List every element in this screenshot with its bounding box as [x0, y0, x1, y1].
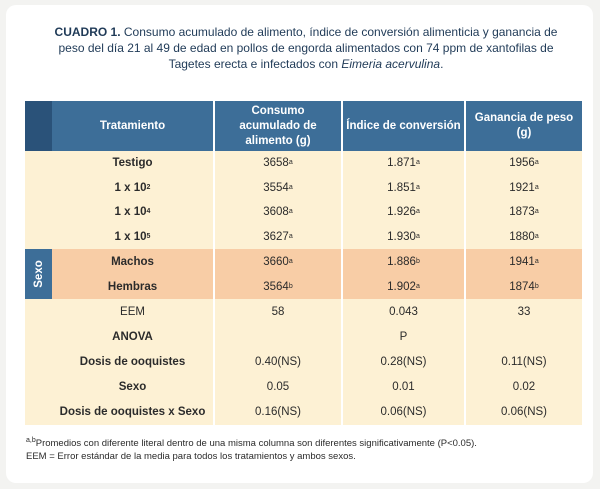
indice-value: 1.851 a	[341, 175, 464, 200]
header-indice: Índice de conversión	[341, 101, 464, 151]
treatment-label: Testigo	[52, 151, 213, 176]
side-band-bottom	[25, 299, 52, 425]
stat-label: ANOVA	[52, 324, 213, 350]
consumo-value: 0.40(NS)	[213, 349, 341, 375]
treatment-label: 1 x 10 2	[52, 175, 213, 200]
side-band-top	[25, 151, 52, 249]
table-row: Machos 3660 a 1.886 b 1941 a	[52, 249, 582, 274]
treatment-label: 1 x 10 4	[52, 200, 213, 225]
indice-value: 0.043	[341, 299, 464, 325]
ganancia-value: 1874 b	[464, 274, 582, 299]
table-row: Sexo 0.05 0.01 0.02	[52, 374, 582, 400]
table-row: Hembras 3564 b 1.902 a 1874 b	[52, 274, 582, 299]
indice-value: 0.01	[341, 374, 464, 400]
footnotes: a,bPromedios con diferente literal dentr…	[26, 437, 586, 463]
table-row: Dosis de ooquistes 0.40(NS) 0.28(NS) 0.11(N…	[52, 349, 582, 375]
ganancia-value: 0.06(NS)	[464, 399, 582, 425]
ganancia-value: 1956 a	[464, 151, 582, 176]
caption-label: CUADRO 1.	[54, 25, 121, 39]
consumo-value: 3658 a	[213, 151, 341, 176]
consumo-value: 0.05	[213, 374, 341, 400]
indice-value: 1.902 a	[341, 274, 464, 299]
ganancia-value: 1880 a	[464, 224, 582, 249]
caption-species: Eimeria acervulina	[341, 57, 441, 71]
table-row: 1 x 10 4 3608 a 1.926 a 1873 a	[52, 200, 582, 225]
table-row: Dosis de ooquistes x Sexo 0.16(NS) 0.06(NS…	[52, 399, 582, 425]
sex-label: Machos	[52, 249, 213, 274]
caption-text: Consumo acumulado de alimento, índice de…	[58, 25, 558, 71]
ganancia-value: 0.11(NS)	[464, 349, 582, 375]
header-corner	[25, 101, 52, 151]
indice-value: 0.28(NS)	[341, 349, 464, 375]
page-card: CUADRO 1. Consumo acumulado de alimento,…	[6, 5, 593, 483]
consumo-value: 3564 b	[213, 274, 341, 299]
indice-value: 1.871 a	[341, 151, 464, 176]
indice-value: 1.886 b	[341, 249, 464, 274]
ganancia-value: 33	[464, 299, 582, 325]
sex-label: Hembras	[52, 274, 213, 299]
indice-value: 0.06(NS)	[341, 399, 464, 425]
consumo-value: 3554 a	[213, 175, 341, 200]
stat-label: Sexo	[52, 374, 213, 400]
ganancia-value: 1941 a	[464, 249, 582, 274]
header-consumo: Consumo acumulado de alimento (g)	[213, 101, 341, 151]
treatment-label: 1 x 10 5	[52, 224, 213, 249]
table-row: 1 x 10 2 3554 a 1.851 a 1921 a	[52, 175, 582, 200]
footnote-eem: EEM = Error estándar de la media para to…	[26, 451, 356, 462]
consumo-value	[213, 324, 341, 350]
header-ganancia: Ganancia de peso (g)	[464, 101, 582, 151]
ganancia-value: 1873 a	[464, 200, 582, 225]
table-row: ANOVA P	[52, 324, 582, 350]
indice-value: P	[341, 324, 464, 350]
consumo-value: 0.16(NS)	[213, 399, 341, 425]
side-label-sexo: Sexo	[25, 249, 52, 299]
ganancia-value: 1921 a	[464, 175, 582, 200]
ganancia-value: 0.02	[464, 374, 582, 400]
stat-label: Dosis de ooquistes	[52, 349, 213, 375]
caption-end: .	[440, 57, 444, 71]
table-row: Testigo 3658 a 1.871 a 1956 a	[52, 151, 582, 176]
consumo-value: 58	[213, 299, 341, 325]
table-caption: CUADRO 1. Consumo acumulado de alimento,…	[46, 24, 566, 72]
consumo-value: 3627 a	[213, 224, 341, 249]
table-header: Tratamiento Consumo acumulado de aliment…	[25, 101, 582, 151]
table-row: EEM 58 0.043 33	[52, 299, 582, 325]
table-row: 1 x 10 5 3627 a 1.930 a 1880 a	[52, 224, 582, 249]
consumo-value: 3660 a	[213, 249, 341, 274]
indice-value: 1.926 a	[341, 200, 464, 225]
consumo-value: 3608 a	[213, 200, 341, 225]
indice-value: 1.930 a	[341, 224, 464, 249]
header-tratamiento: Tratamiento	[52, 101, 213, 151]
stat-label: Dosis de ooquistes x Sexo	[52, 399, 213, 425]
stat-label: EEM	[52, 299, 213, 325]
footnote-literal: a,bPromedios con diferente literal dentr…	[26, 436, 477, 449]
ganancia-value	[464, 324, 582, 350]
